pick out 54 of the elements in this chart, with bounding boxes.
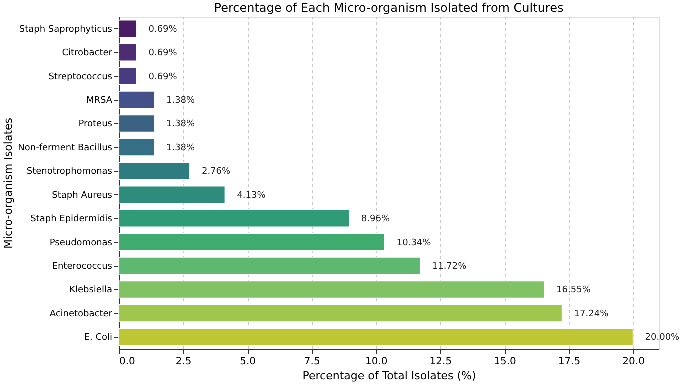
chart-title: Percentage of Each Micro-organism Isolated from Cultures xyxy=(214,1,564,15)
data-label: 2.76% xyxy=(202,167,232,178)
data-label: 8.96% xyxy=(361,214,390,225)
bar xyxy=(118,257,421,275)
y-tick-label: Acinetobacter xyxy=(50,309,113,320)
x-tick-label: 0.0 xyxy=(120,356,136,368)
bar xyxy=(118,186,226,204)
y-tick-label: E. Coli xyxy=(84,333,112,344)
bar xyxy=(118,114,155,133)
data-label: 1.38% xyxy=(166,143,196,154)
y-tick-label: Stenotrophomonas xyxy=(26,167,113,178)
bar xyxy=(118,328,634,346)
bar xyxy=(118,91,155,109)
x-tick-label: 5.0 xyxy=(240,356,256,368)
data-label: 0.69% xyxy=(148,48,178,59)
x-tick-label: 17.5 xyxy=(558,356,581,368)
y-tick-label: Klebsiella xyxy=(70,286,112,296)
y-tick-label: MRSA xyxy=(86,96,114,106)
bar xyxy=(118,44,138,62)
y-tick-label: Citrobacter xyxy=(62,48,113,59)
x-tick-label: 20.0 xyxy=(622,356,645,368)
y-tick-label: Streptococcus xyxy=(48,72,113,82)
bar xyxy=(118,304,563,322)
data-label: 20.00% xyxy=(645,333,680,344)
bar xyxy=(118,20,138,38)
data-label: 0.69% xyxy=(148,24,178,35)
data-label: 4.13% xyxy=(237,190,266,201)
y-tick-label: Pseudomonas xyxy=(50,238,113,248)
data-label: 1.38% xyxy=(166,96,196,106)
bar xyxy=(118,210,350,228)
data-label: 11.72% xyxy=(432,262,468,272)
y-tick-label: Proteus xyxy=(78,120,113,130)
bar xyxy=(118,280,545,299)
data-label: 1.38% xyxy=(166,120,196,130)
data-label: 17.24% xyxy=(574,309,610,320)
x-tick-label: 15.0 xyxy=(494,356,516,368)
y-tick-label: Staph Aureus xyxy=(52,190,113,201)
x-tick-label: 7.5 xyxy=(304,356,320,368)
y-tick-label: Enterococcus xyxy=(52,262,113,272)
y-tick-label: Staph Epidermidis xyxy=(30,214,113,225)
x-tick-label: 2.5 xyxy=(176,356,192,368)
x-tick-label: 12.5 xyxy=(430,356,452,368)
bar xyxy=(118,233,386,252)
x-axis-title: Percentage of Total Isolates (%) xyxy=(302,370,476,382)
bar xyxy=(118,67,138,86)
y-tick-label: Non-ferment Bacillus xyxy=(18,143,113,154)
bar xyxy=(118,162,190,180)
data-label: 16.55% xyxy=(556,286,592,296)
y-tick-label: Staph Saprophyticus xyxy=(19,24,113,35)
data-label: 10.34% xyxy=(396,238,432,248)
x-tick-label: 10.0 xyxy=(366,356,388,368)
bar xyxy=(118,138,155,156)
data-label: 0.69% xyxy=(148,72,178,82)
y-axis-title: Micro-organism Isolates xyxy=(2,118,16,250)
